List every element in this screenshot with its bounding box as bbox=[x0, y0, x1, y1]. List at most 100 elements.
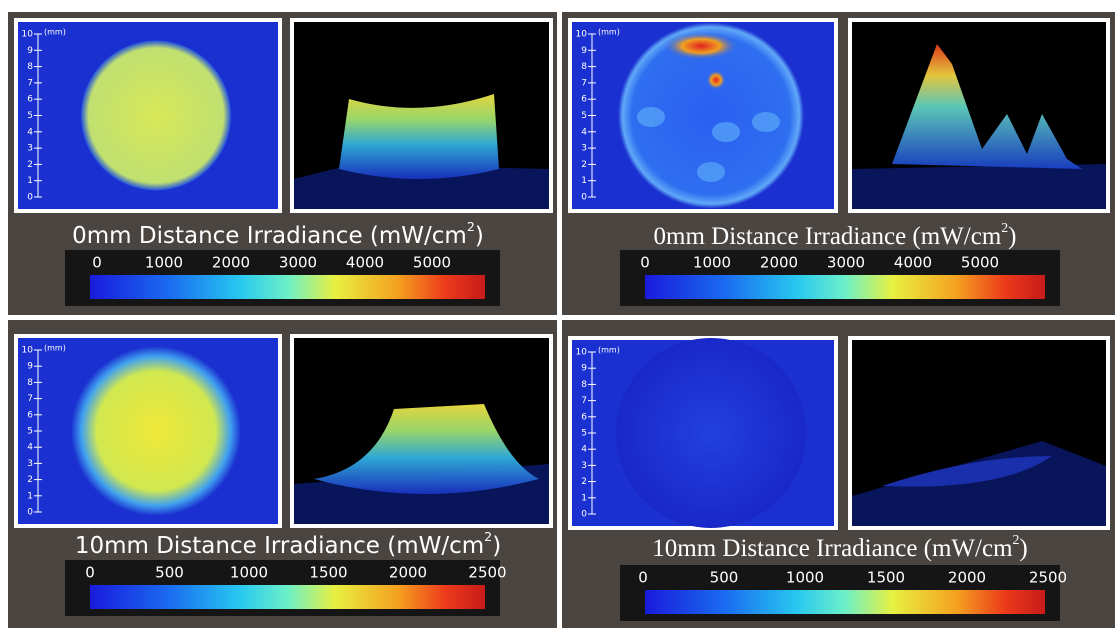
colorbar-label: 500 bbox=[710, 569, 739, 587]
ruler-label: 4 bbox=[581, 127, 587, 137]
bright-region bbox=[637, 107, 665, 127]
panel-title: 0mm Distance Irradiance (mW/cm2) bbox=[654, 220, 1017, 250]
ruler-label: 6 bbox=[27, 95, 33, 105]
title-part: ) bbox=[492, 533, 501, 559]
ruler-label: 1 bbox=[27, 491, 33, 501]
ruler-label: 4 bbox=[581, 445, 587, 455]
colorbar-label: 2000 bbox=[389, 564, 427, 582]
ruler-label: 3 bbox=[27, 144, 33, 154]
panel-title: 0mm Distance Irradiance (mW/cm2) bbox=[72, 219, 484, 249]
colorbar-label: 0 bbox=[638, 569, 648, 587]
beam-spot bbox=[81, 41, 231, 191]
ruler-label: 8 bbox=[581, 380, 587, 390]
colorbar-label: 500 bbox=[155, 564, 184, 582]
colorbar-label: 2500 bbox=[468, 564, 506, 582]
ruler-label: 8 bbox=[581, 62, 587, 72]
ruler-label: 9 bbox=[27, 362, 33, 372]
colorbar-label: 5000 bbox=[413, 254, 451, 272]
ruler-label: 4 bbox=[27, 443, 33, 453]
ruler-label: 0 bbox=[27, 193, 33, 203]
ruler-label: 9 bbox=[581, 46, 587, 56]
ruler-label: 1 bbox=[581, 176, 587, 186]
title-part: 2 bbox=[484, 529, 492, 544]
hot-spot bbox=[663, 32, 739, 60]
ruler-label: 6 bbox=[581, 95, 587, 105]
bright-region bbox=[752, 112, 780, 132]
ruler-label: 8 bbox=[27, 62, 33, 72]
figure: 012345678910(mm)0mm Distance Irradiance … bbox=[0, 0, 1115, 628]
ruler-label: 7 bbox=[27, 78, 33, 88]
title-part: ) bbox=[475, 223, 484, 249]
title-part: ) bbox=[1008, 223, 1016, 250]
colorbar-label: 2000 bbox=[760, 254, 798, 272]
ruler-label: 3 bbox=[581, 144, 587, 154]
colorbar bbox=[645, 590, 1045, 614]
ruler-unit: (mm) bbox=[598, 346, 620, 355]
title-part: 10mm Distance Irradiance (mW/cm bbox=[652, 535, 1013, 562]
ruler-label: 9 bbox=[27, 46, 33, 56]
ruler-label: 2 bbox=[27, 160, 33, 170]
colorbar-label: 5000 bbox=[961, 254, 999, 272]
colorbar-label: 3000 bbox=[827, 254, 865, 272]
title-part: 2 bbox=[467, 219, 475, 234]
ruler-label: 1 bbox=[27, 176, 33, 186]
title-part: 0mm Distance Irradiance (mW/cm bbox=[654, 223, 1002, 250]
colorbar-label: 1000 bbox=[230, 564, 268, 582]
colorbar bbox=[90, 585, 485, 609]
ruler-label: 5 bbox=[27, 427, 33, 437]
colorbar bbox=[645, 275, 1045, 299]
ruler-label: 2 bbox=[581, 160, 587, 170]
ruler-label: 10 bbox=[22, 346, 34, 356]
colorbar-label: 1000 bbox=[145, 254, 183, 272]
ruler-unit: (mm) bbox=[598, 28, 620, 37]
ruler-label: 6 bbox=[27, 410, 33, 420]
ruler-label: 7 bbox=[27, 394, 33, 404]
colorbar-label: 1500 bbox=[309, 564, 347, 582]
hot-spot bbox=[706, 70, 726, 90]
ruler-label: 3 bbox=[27, 459, 33, 469]
ruler-label: 1 bbox=[581, 493, 587, 503]
panel-title: 10mm Distance Irradiance (mW/cm2) bbox=[652, 532, 1027, 562]
colorbar-label: 2000 bbox=[948, 569, 986, 587]
colorbar-label: 4000 bbox=[894, 254, 932, 272]
ruler-label: 5 bbox=[581, 429, 587, 439]
ruler-label: 5 bbox=[581, 111, 587, 121]
colorbar bbox=[90, 275, 485, 299]
bright-region bbox=[712, 122, 740, 142]
ruler-label: 0 bbox=[581, 193, 587, 203]
ruler-label: 9 bbox=[581, 364, 587, 374]
colorbar-label: 2500 bbox=[1029, 569, 1067, 587]
colorbar-label: 0 bbox=[92, 254, 102, 272]
colorbar-label: 0 bbox=[85, 564, 95, 582]
ruler-label: 0 bbox=[27, 508, 33, 518]
title-part: ) bbox=[1019, 535, 1027, 562]
ruler-label: 0 bbox=[581, 510, 587, 520]
ruler-label: 5 bbox=[27, 111, 33, 121]
panel-title: 10mm Distance Irradiance (mW/cm2) bbox=[75, 529, 501, 559]
ruler-label: 2 bbox=[27, 475, 33, 485]
ruler-label: 10 bbox=[576, 348, 588, 358]
colorbar-label: 1500 bbox=[867, 569, 905, 587]
ruler-unit: (mm) bbox=[44, 28, 66, 37]
colorbar-label: 4000 bbox=[346, 254, 384, 272]
beam-spot bbox=[71, 346, 241, 516]
base-plane bbox=[852, 164, 1106, 209]
ruler-label: 7 bbox=[581, 78, 587, 88]
title-part: 0mm Distance Irradiance (mW/cm bbox=[72, 223, 467, 249]
ruler-label: 3 bbox=[581, 461, 587, 471]
colorbar-label: 2000 bbox=[212, 254, 250, 272]
ruler-unit: (mm) bbox=[44, 344, 66, 353]
colorbar-label: 1000 bbox=[786, 569, 824, 587]
colorbar-label: 1000 bbox=[693, 254, 731, 272]
ruler-label: 4 bbox=[27, 127, 33, 137]
ruler-label: 10 bbox=[576, 30, 588, 40]
ruler-label: 2 bbox=[581, 477, 587, 487]
colorbar-label: 3000 bbox=[279, 254, 317, 272]
colorbar-label: 0 bbox=[640, 254, 650, 272]
ruler-label: 6 bbox=[581, 412, 587, 422]
ruler-label: 7 bbox=[581, 396, 587, 406]
bright-region bbox=[697, 162, 725, 182]
ruler-label: 10 bbox=[22, 30, 34, 40]
beam-spot bbox=[616, 338, 806, 528]
ruler-label: 8 bbox=[27, 378, 33, 388]
